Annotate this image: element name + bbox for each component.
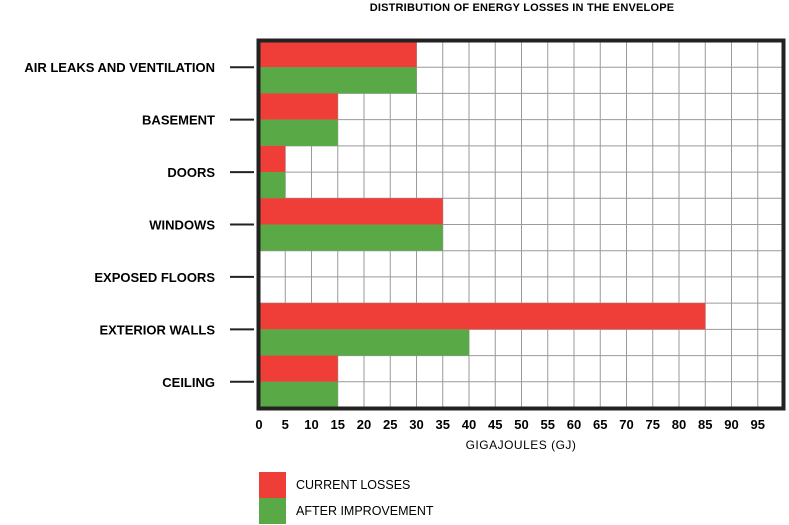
x-tick-label: 25 (383, 417, 397, 432)
bar-current-losses (259, 198, 443, 225)
legend-swatch (259, 472, 286, 498)
bar-after-improvement (259, 172, 286, 199)
bar-current-losses (259, 41, 417, 68)
x-tick-label: 20 (357, 417, 371, 432)
bar-current-losses (259, 93, 338, 120)
legend-label: CURRENT LOSSES (296, 478, 410, 492)
legend-swatch (259, 498, 286, 524)
legend: CURRENT LOSSES AFTER IMPROVEMENT (259, 472, 434, 524)
bar-after-improvement (259, 329, 469, 356)
bar-current-losses (259, 145, 286, 173)
x-tick-label: 60 (567, 417, 581, 432)
x-tick-label: 55 (541, 417, 555, 432)
category-label: WINDOWS (149, 218, 215, 233)
category-label: AIR LEAKS AND VENTILATION (24, 60, 215, 75)
category-label: EXTERIOR WALLS (99, 322, 215, 337)
category-label: DOORS (167, 165, 215, 180)
x-tick-label: 50 (514, 417, 528, 432)
bar-after-improvement (259, 224, 443, 251)
bar-current-losses (259, 355, 338, 382)
value-axis: 0 5 10 15 20 25 30 35 40 45 50 55 60 65 70 75 80 85 90 95 (255, 417, 765, 432)
x-tick-label: 0 (255, 417, 262, 432)
x-tick-label: 35 (436, 417, 450, 432)
bar-current-losses (259, 303, 706, 330)
x-tick-label: 30 (409, 417, 423, 432)
x-tick-label: 10 (304, 417, 318, 432)
category-label: BASEMENT (142, 113, 215, 128)
bars (259, 41, 706, 408)
x-tick-label: 80 (672, 417, 686, 432)
x-tick-label: 95 (751, 417, 765, 432)
plot-frame (256, 38, 786, 411)
category-axis: AIR LEAKS AND VENTILATION BASEMENT DOORS WI… (24, 60, 254, 390)
bar-after-improvement (259, 381, 338, 408)
bar-after-improvement (259, 119, 338, 146)
x-tick-label: 70 (619, 417, 633, 432)
x-tick-label: 85 (698, 417, 712, 432)
category-label: EXPOSED FLOORS (94, 270, 215, 285)
legend-label: AFTER IMPROVEMENT (296, 504, 434, 518)
x-tick-label: 15 (331, 417, 345, 432)
x-tick-label: 5 (282, 417, 289, 432)
bar-after-improvement (259, 67, 417, 94)
x-tick-label: 65 (593, 417, 607, 432)
category-label: CEILING (162, 375, 215, 390)
x-tick-label: 45 (488, 417, 502, 432)
x-axis-label: GIGAJOULES (GJ) (466, 438, 577, 452)
x-tick-label: 90 (724, 417, 738, 432)
chart-title: DISTRIBUTION OF ENERGY LOSSES IN THE ENV… (370, 2, 675, 14)
x-tick-label: 75 (646, 417, 660, 432)
x-tick-label: 40 (462, 417, 476, 432)
